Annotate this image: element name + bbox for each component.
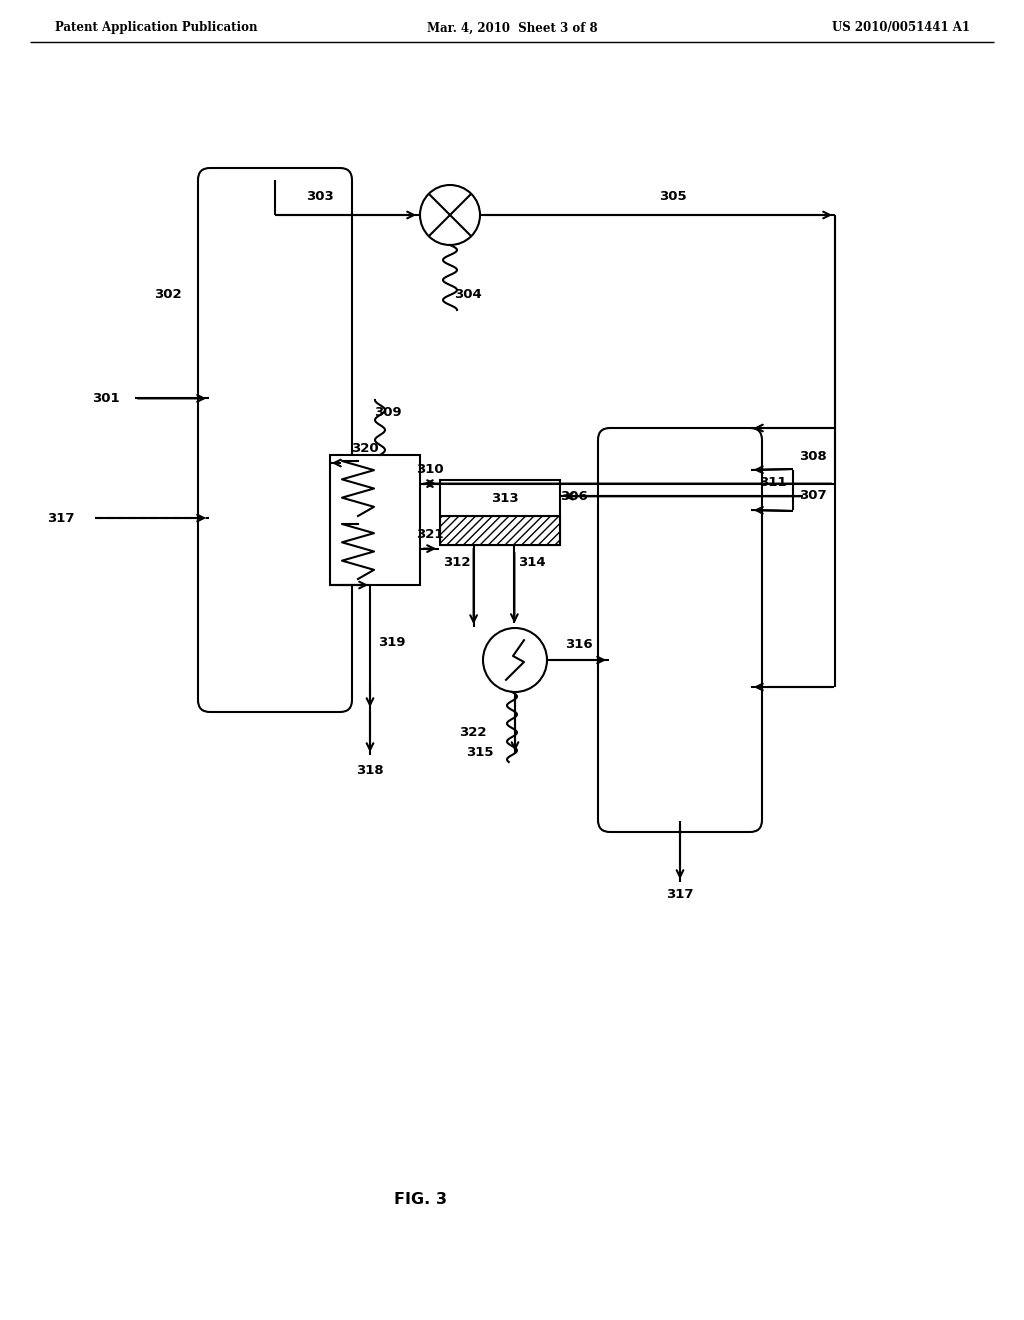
FancyBboxPatch shape [598,428,762,832]
Text: 320: 320 [351,442,379,455]
FancyBboxPatch shape [198,168,352,711]
Text: 304: 304 [454,289,482,301]
Text: 313: 313 [492,492,519,504]
Text: Patent Application Publication: Patent Application Publication [55,21,257,34]
Text: 302: 302 [155,288,182,301]
Text: 303: 303 [306,190,334,203]
Text: 322: 322 [459,726,486,738]
Text: 314: 314 [517,557,545,569]
Text: 308: 308 [799,450,826,462]
Text: 301: 301 [92,392,120,405]
Circle shape [420,185,480,246]
Text: 312: 312 [442,557,470,569]
Bar [440,480,560,545]
Circle shape [483,628,547,692]
Text: 306: 306 [560,491,588,503]
Text: Mar. 4, 2010  Sheet 3 of 8: Mar. 4, 2010 Sheet 3 of 8 [427,21,597,34]
Text: 318: 318 [356,763,384,776]
Text: 307: 307 [799,490,826,503]
Text: 309: 309 [374,407,401,420]
Text: 319: 319 [378,636,406,649]
Text: 317: 317 [667,888,693,902]
Text: 317: 317 [47,511,75,524]
Text: 316: 316 [564,638,592,651]
Text: 321: 321 [416,528,443,541]
Text: 311: 311 [759,475,786,488]
Text: 305: 305 [658,190,686,203]
Text: FIG. 3: FIG. 3 [393,1192,446,1208]
Bar [440,516,560,545]
Bar [330,455,420,585]
Text: 310: 310 [416,463,443,477]
Text: 315: 315 [466,746,494,759]
Text: US 2010/0051441 A1: US 2010/0051441 A1 [831,21,970,34]
